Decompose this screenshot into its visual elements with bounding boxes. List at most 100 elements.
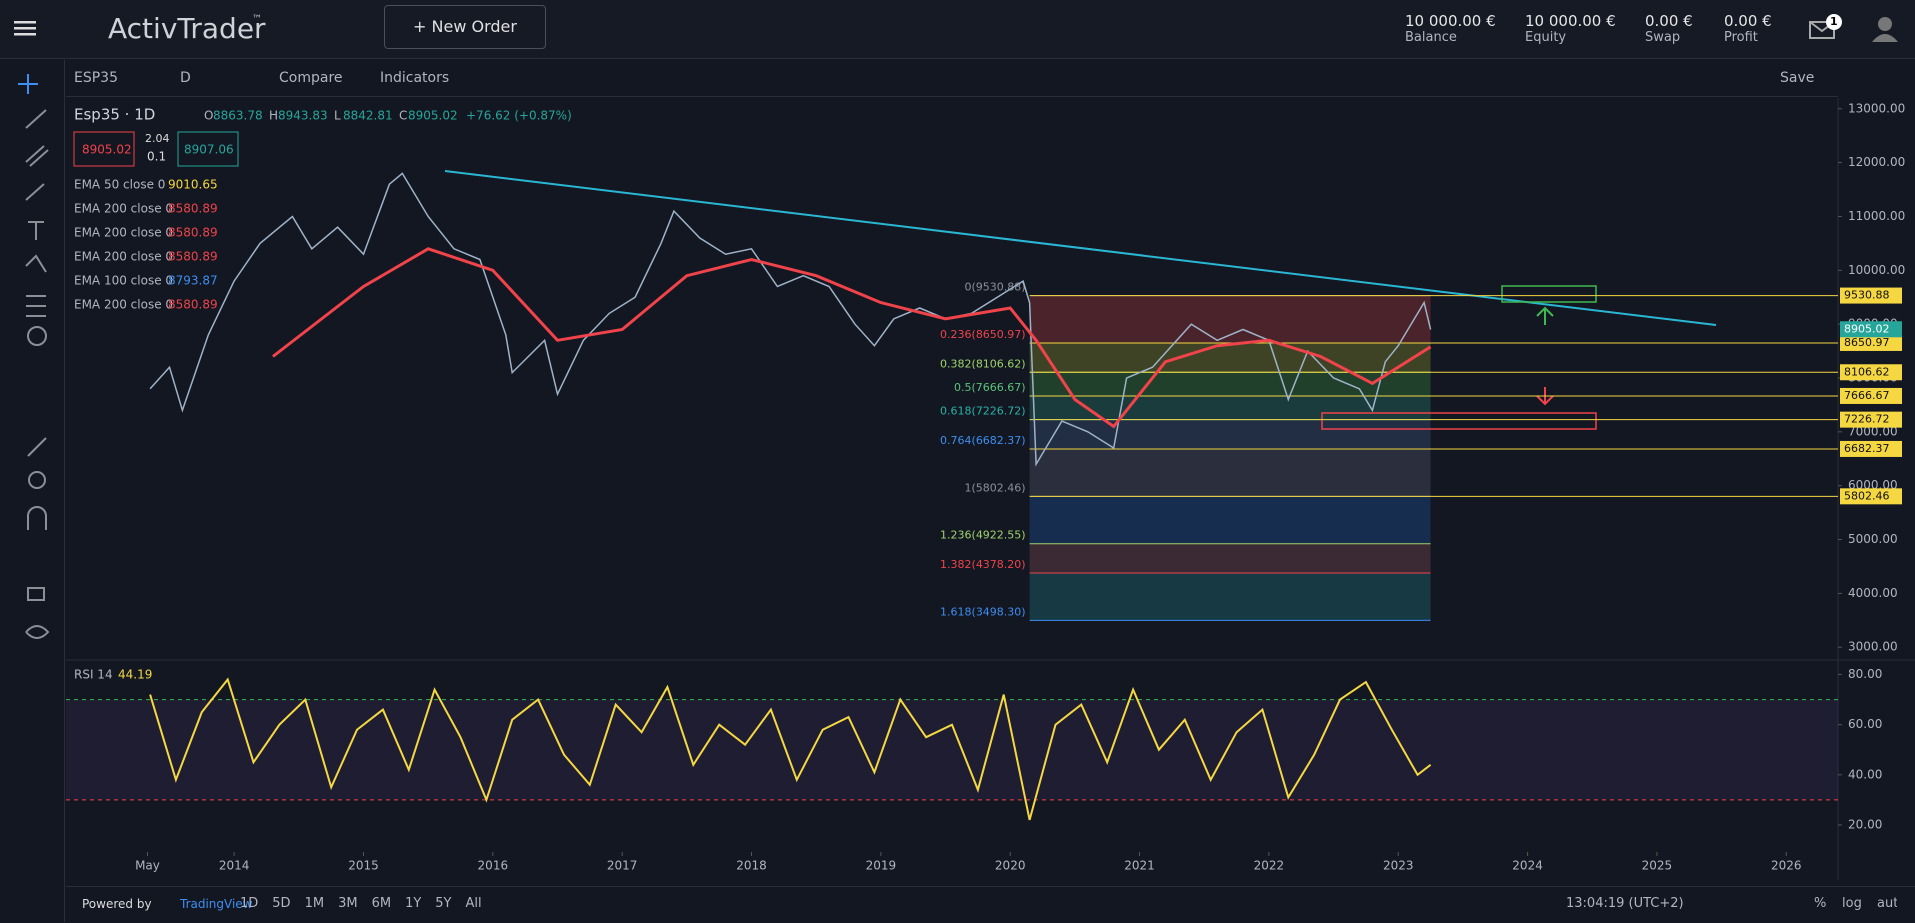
fib-label: 0(9530.88) [965,281,1026,294]
level-tag-label: 7666.67 [1844,389,1890,402]
fib-zone [1029,543,1431,574]
level-tag-label: 9530.88 [1844,289,1890,302]
ohlc-key: H [269,109,278,123]
percent-toggle[interactable]: % [1814,896,1827,911]
range-button[interactable]: All [465,896,482,911]
ohlc-value: 8905.02 [408,109,458,123]
stat: 10 000.00 € Equity [1525,12,1616,45]
save[interactable]: Save [1780,70,1815,86]
indicator-value: 8580.89 [168,298,218,312]
rsi-line [149,677,1432,821]
down-arrow [1536,387,1554,406]
fib-label: 0.5(7666.67) [954,381,1026,394]
ohlc-key: L [334,109,341,123]
stat-label: Equity [1525,30,1567,45]
price-line [271,247,1432,429]
indicator-name: EMA 200 close 0 [74,202,173,216]
y-tick-label: 11000.00 [1848,209,1905,223]
level-tag-label: 5802.46 [1844,489,1890,502]
y-tick-label: 5000.00 [1848,532,1898,546]
rsi-band [66,699,1838,800]
fib-label: 0.764(6682.37) [940,434,1026,447]
target-box [1501,285,1597,303]
rsi-tick-label: 20.00 [1848,817,1882,831]
price-tag [1840,321,1902,338]
stat: 10 000.00 € Balance [1405,12,1496,45]
stat[interactable]: 0.00 € Profit [1724,12,1772,45]
x-tick-label: 2026 [1771,859,1802,873]
interval[interactable]: D [180,70,191,86]
x-tick-label: 2022 [1254,859,1285,873]
x-tick-label: 2019 [866,859,897,873]
log-toggle[interactable]: log [1842,896,1862,911]
y-tick-label: 4000.00 [1848,586,1898,600]
x-tick-label: May [135,859,160,873]
ask-box [177,131,239,167]
ask: 8907.06 [184,143,234,157]
new-order-label: New Order [431,17,517,36]
range-button[interactable]: 1M [304,896,325,911]
range-button[interactable]: 6M [371,896,392,911]
stat-value: 10 000.00 € [1405,12,1496,30]
bid-box [73,131,135,167]
fib-label: 0.236(8650.97) [940,328,1026,341]
indicator-value: 8580.89 [168,202,218,216]
ohlc-key: C [399,109,407,123]
stat-label: Balance [1405,30,1457,45]
compare[interactable]: Compare [279,70,343,86]
y-tick-label: 10000.00 [1848,263,1905,277]
change: +76.62 (+0.87%) [466,109,572,123]
range-button[interactable]: 3M [338,896,358,911]
level-tag [1840,440,1902,457]
x-tick-label: 2023 [1383,859,1414,873]
indicator-value: 8580.89 [168,250,218,264]
x-tick-label: 2016 [478,859,509,873]
bid: 8905.02 [82,143,132,157]
level-tag-label: 6682.37 [1844,442,1890,455]
powered-by: Powered by [82,897,152,911]
fib-zone [1029,342,1431,373]
indicator-name: EMA 200 close 0 [74,298,173,312]
indicator-name: EMA 200 close 0 [74,226,173,240]
fib-zone [1029,573,1431,621]
menu-icon[interactable] [12,0,52,58]
range-buttons: 1D 5D 1M 3M 6M 1Y 5Y All [240,896,496,911]
symbol[interactable]: ESP35 [74,70,118,86]
drawing-toolbar [0,60,65,922]
x-tick-label: 2025 [1642,859,1673,873]
new-order-button[interactable]: + New Order [384,5,546,49]
range-button[interactable]: 1Y [405,896,422,911]
auto-toggle[interactable]: auto [1877,896,1897,911]
indicator-name: EMA 200 close 0 [74,250,173,264]
indicators[interactable]: Indicators [380,70,450,86]
logo: ActivTrader [108,12,266,45]
indicator-value: 9010.65 [168,178,218,192]
spread: 2.04 [145,132,170,145]
rsi-value: 44.19 [118,668,152,682]
up-arrow [1536,306,1554,325]
ohlc-value: 8943.83 [278,109,328,123]
mail-icon[interactable] [1806,10,1846,50]
fib-zone [1029,496,1431,544]
range-button[interactable]: 5D [272,896,291,911]
plot-layer: 3000.00 4000.00 5000.00 6000.00 7000.00 8000.… [66,98,1915,880]
stat-label: Profit [1724,30,1758,45]
y-tick-label: 12000.00 [1848,155,1905,169]
price-line [149,172,1432,467]
stat-value: 10 000.00 € [1525,12,1616,30]
y-tick-label: 3000.00 [1848,640,1898,654]
range-button[interactable]: 5Y [435,896,452,911]
level-tag [1840,334,1902,351]
stat-value: 0.00 € [1645,12,1693,30]
tradingview-link[interactable]: TradingView [180,897,253,911]
avatar[interactable] [1868,10,1908,50]
fib-label: 0.618(7226.72) [940,405,1026,418]
level-tag-label: 8106.62 [1844,365,1890,378]
y-tick-label: 13000.00 [1848,101,1905,115]
chart-toolbar: ESP35 D Compare Indicators Save [66,60,1838,97]
range-button[interactable]: 1D [240,896,259,911]
fib-label: 0.382(8106.62) [940,357,1026,370]
fib-zone [1029,419,1431,449]
